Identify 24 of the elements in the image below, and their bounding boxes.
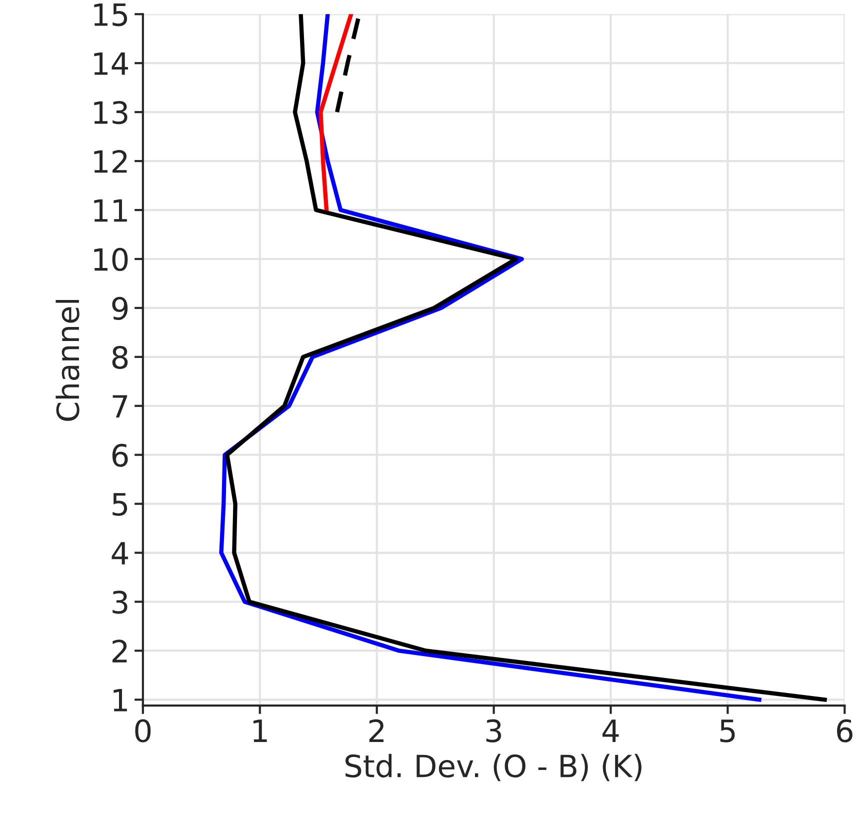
x-tick-label: 3 (486, 719, 502, 742)
x-tick-label: 4 (602, 720, 619, 742)
y-tick-label: 8 (112, 346, 128, 369)
y-tick-label: 9 (112, 296, 128, 320)
x-tick-label: 2 (369, 719, 384, 742)
y-tick-label: 7 (112, 395, 128, 418)
x-tick-label: 6 (837, 719, 852, 742)
y-tick-label: 12 (94, 150, 127, 173)
y-tick-label: 4 (112, 542, 128, 564)
y-tick-label: 11 (94, 199, 127, 222)
y-tick-label: 15 (94, 3, 128, 26)
x-tick-label: 5 (720, 720, 735, 742)
y-tick-label: 1 (114, 689, 127, 712)
y-tick-label: 3 (112, 590, 128, 614)
y-tick-label: 13 (94, 101, 128, 124)
y-tick-label: 2 (112, 640, 127, 662)
x-axis-title: Std. Dev. (O - B) (K) (346, 754, 642, 782)
y-tick-label: 10 (94, 248, 128, 272)
y-axis-title: Channel (56, 300, 80, 421)
y-tick-label: 6 (112, 444, 128, 467)
x-tick-label: 1 (254, 720, 267, 742)
x-tick-label: 0 (135, 719, 151, 742)
y-tick-label: 14 (94, 52, 128, 75)
y-tick-label: 5 (112, 493, 128, 516)
